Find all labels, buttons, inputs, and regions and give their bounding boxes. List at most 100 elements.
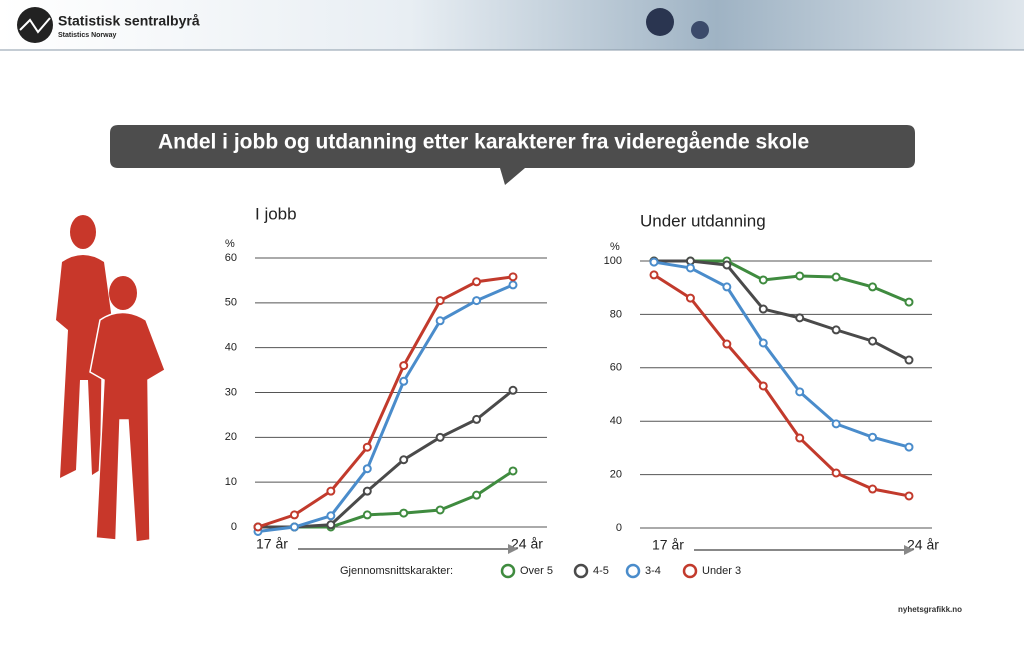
legend-label: Over 5: [520, 565, 553, 577]
data-point: [795, 387, 805, 397]
series-line: [258, 389, 514, 529]
legend-title: Gjennomsnittskarakter:: [340, 565, 453, 577]
silhouette-head: [70, 215, 96, 249]
data-point: [758, 338, 768, 348]
y-tick-label: 100: [604, 255, 622, 267]
y-tick-label: 10: [225, 476, 237, 488]
silhouette-woman: [89, 311, 166, 543]
data-point: [326, 520, 336, 530]
data-point: [831, 272, 841, 282]
data-point: [722, 260, 732, 270]
legend-label: 4-5: [593, 565, 609, 577]
logo-mark: [17, 7, 53, 43]
data-point: [508, 272, 518, 282]
data-point: [362, 486, 372, 496]
data-point: [904, 297, 914, 307]
logo-wave: [19, 17, 51, 34]
data-point: [649, 270, 659, 280]
data-point: [435, 505, 445, 515]
y-tick-label: 20: [610, 469, 622, 481]
y-axis-label: %: [225, 238, 235, 250]
y-tick-label: 40: [610, 415, 622, 427]
y-tick-label: 20: [225, 431, 237, 443]
data-point: [472, 277, 482, 287]
data-point: [362, 464, 372, 474]
data-point: [326, 486, 336, 496]
data-point: [904, 355, 914, 365]
y-axis-label: %: [610, 241, 620, 253]
data-point: [326, 511, 336, 521]
series-line: [257, 283, 514, 533]
data-point: [399, 361, 409, 371]
silhouette-man: [56, 255, 112, 478]
header-decor: [691, 21, 709, 39]
x-tick-label: 24 år: [907, 537, 939, 553]
data-point: [831, 419, 841, 429]
data-point: [362, 510, 372, 520]
data-point: [472, 490, 482, 500]
chart-title: I jobb: [255, 204, 297, 223]
time-arrowhead: [904, 545, 914, 555]
data-point: [795, 433, 805, 443]
data-point: [253, 522, 263, 532]
x-tick-label: 17 år: [652, 537, 684, 553]
data-point: [435, 296, 445, 306]
legend-marker: [500, 563, 516, 579]
data-point: [685, 263, 695, 273]
data-point: [868, 484, 878, 494]
data-point: [472, 414, 482, 424]
series-line: [654, 259, 910, 362]
data-point: [399, 508, 409, 518]
data-point: [508, 385, 518, 395]
y-tick-label: 60: [225, 252, 237, 264]
header-decor: [646, 8, 674, 36]
data-point: [904, 491, 914, 501]
data-point: [868, 282, 878, 292]
series-line: [257, 275, 514, 529]
silhouettes: [56, 215, 166, 543]
data-point: [904, 442, 914, 452]
data-point: [758, 381, 768, 391]
data-point: [472, 296, 482, 306]
y-tick-label: 0: [616, 522, 622, 534]
data-point: [399, 455, 409, 465]
data-point: [722, 339, 732, 349]
y-tick-label: 30: [225, 386, 237, 398]
data-point: [758, 304, 768, 314]
data-point: [795, 271, 805, 281]
data-point: [649, 257, 659, 267]
data-point: [508, 466, 518, 476]
x-tick-label: 17 år: [256, 536, 288, 552]
data-point: [868, 336, 878, 346]
title-bubble: [110, 125, 915, 185]
chart-title: Under utdanning: [640, 211, 766, 230]
data-point: [289, 522, 299, 532]
time-arrowhead: [508, 544, 518, 554]
data-point: [685, 293, 695, 303]
data-point: [758, 275, 768, 285]
data-point: [831, 468, 841, 478]
legend-marker: [682, 563, 698, 579]
logo-title: Statistisk sentralbyrå: [58, 13, 200, 29]
logo-subtitle: Statistics Norway: [58, 32, 116, 39]
data-point: [362, 442, 372, 452]
slide-title: Andel i jobb og utdanning etter karakter…: [158, 131, 809, 154]
data-point: [435, 316, 445, 326]
series-line: [653, 273, 910, 498]
y-tick-label: 50: [225, 297, 237, 309]
y-tick-label: 0: [231, 521, 237, 533]
data-point: [289, 510, 299, 520]
data-point: [831, 325, 841, 335]
legend-marker: [625, 563, 641, 579]
x-tick-label: 24 år: [511, 536, 543, 552]
series-line: [653, 260, 910, 449]
y-tick-label: 80: [610, 308, 622, 320]
y-tick-label: 40: [225, 342, 237, 354]
silhouette-head: [109, 276, 137, 310]
data-point: [435, 432, 445, 442]
data-point: [722, 282, 732, 292]
legend-label: 3-4: [645, 565, 661, 577]
data-point: [508, 280, 518, 290]
